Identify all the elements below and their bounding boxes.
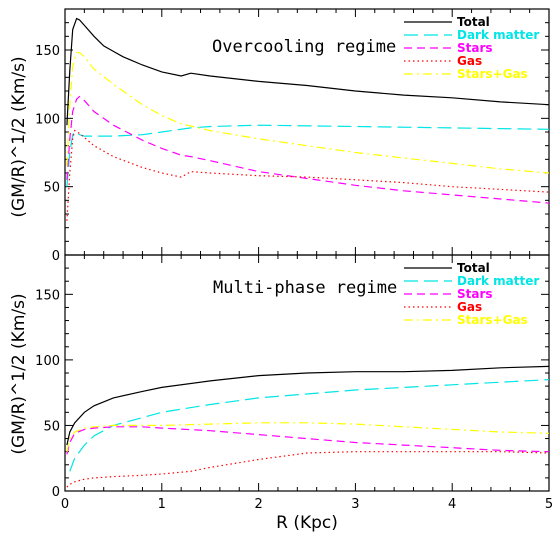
series-line-stars-gas xyxy=(66,422,550,452)
series-line-gas xyxy=(66,451,550,488)
series-line-stars xyxy=(66,426,550,455)
series-line-total xyxy=(66,17,550,126)
legend-label: Stars+Gas xyxy=(457,313,528,327)
panel-title: Multi-phase regime xyxy=(213,278,397,298)
series-line-dark-matter xyxy=(69,379,550,472)
y-axis-label-top: (GM/R)^1/2 (Km/s) xyxy=(9,56,29,217)
series-line-total xyxy=(66,365,550,446)
legend-label: Gas xyxy=(457,300,482,314)
x-tick-label: 5 xyxy=(545,497,553,512)
legend-label: Total xyxy=(457,15,490,29)
legend-label: Dark matter xyxy=(457,28,539,42)
x-tick-label: 3 xyxy=(351,497,359,512)
series-line-dark-matter xyxy=(66,124,550,187)
series-line-stars xyxy=(66,95,550,204)
x-tick-label: 2 xyxy=(254,497,262,512)
y-tick-label: 150 xyxy=(35,44,60,59)
legend-label: Stars xyxy=(457,287,493,301)
legend-label: Stars+Gas xyxy=(457,67,528,81)
y-tick-label: 100 xyxy=(35,112,60,127)
x-tick-label: 1 xyxy=(158,497,166,512)
legend-label: Stars xyxy=(457,41,493,55)
x-tick-label: 0 xyxy=(61,497,69,512)
panel-title: Overcooling regime xyxy=(212,37,396,57)
legend-label: Total xyxy=(457,261,490,275)
series-line-gas xyxy=(66,129,550,221)
y-axis-label-bottom: (GM/R)^1/2 (Km/s) xyxy=(9,293,29,454)
y-tick-label: 50 xyxy=(43,181,60,196)
y-tick-label: 50 xyxy=(43,419,60,434)
x-tick-label: 4 xyxy=(448,497,456,512)
series-line-stars-gas xyxy=(66,52,550,174)
y-tick-label: 100 xyxy=(35,354,60,369)
legend-label: Dark matter xyxy=(457,274,539,288)
y-tick-label: 0 xyxy=(52,485,60,500)
y-tick-label: 0 xyxy=(52,249,60,264)
y-tick-label: 150 xyxy=(35,288,60,303)
x-axis-label: R (Kpc) xyxy=(276,513,338,533)
panel-1: 0 50 100 150 0 1 2 3 4 5 Multi-phase regime TotalDa… xyxy=(35,254,553,512)
legend-label: Gas xyxy=(457,54,482,68)
